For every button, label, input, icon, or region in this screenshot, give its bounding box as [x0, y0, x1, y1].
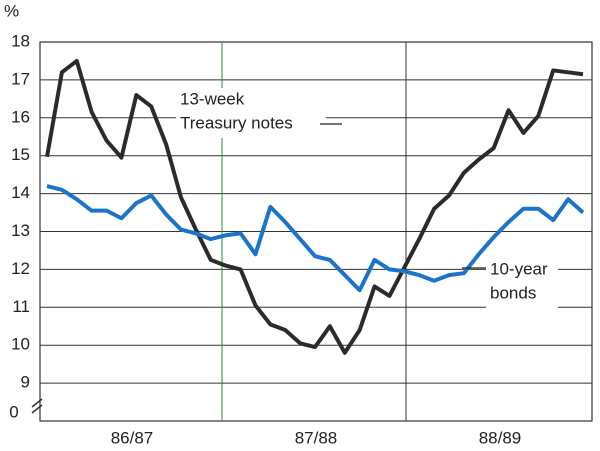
series-label: bonds: [490, 283, 536, 302]
y-tick-label: 10: [11, 335, 30, 354]
y-tick-label: 9: [21, 373, 30, 392]
series-label: 13-week: [180, 89, 245, 108]
y-tick-label: 14: [11, 183, 30, 202]
series-line: [46, 184, 585, 293]
x-tick-label: 88/89: [479, 428, 522, 447]
y-tick-label: 17: [11, 69, 30, 88]
label-bg: [486, 258, 558, 308]
y-tick-label: 13: [11, 221, 30, 240]
y-tick-label: 16: [11, 107, 30, 126]
label-bg: [176, 88, 326, 138]
axis-break: [31, 398, 43, 414]
y-axis-label: %: [4, 1, 19, 20]
series-line: [45, 58, 584, 355]
y-tick-label: 11: [12, 297, 30, 316]
series-label: 10-year: [490, 259, 548, 278]
x-tick-label: 87/88: [295, 428, 338, 447]
y-tick-label: 15: [11, 145, 30, 164]
y-tick-label: 18: [11, 31, 30, 50]
x-tick-label: 86/87: [111, 428, 154, 447]
y-tick-label: 12: [11, 259, 30, 278]
y-origin-label: 0: [9, 402, 18, 421]
series-label: Treasury notes: [180, 113, 293, 132]
